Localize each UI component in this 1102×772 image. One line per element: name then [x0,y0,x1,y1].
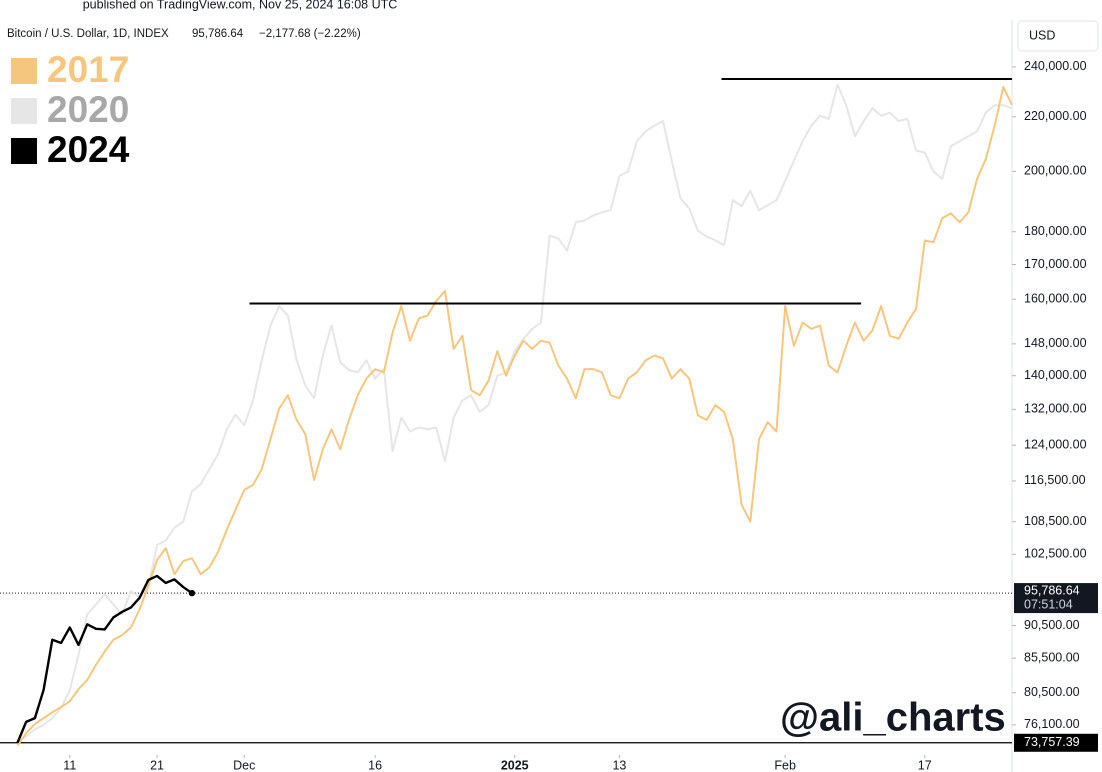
y-tick-label: 108,500.00 [1024,514,1087,528]
x-tick-label: 11 [63,758,76,772]
series-line [16,83,1013,744]
source-note: published on TradingView.com, Nov 25, 20… [83,0,398,11]
legend-label: 2020 [47,89,129,130]
y-tick-label: 124,000.00 [1024,438,1087,452]
y-tick-label: 170,000.00 [1024,257,1087,271]
x-tick-label: Dec [233,758,255,772]
legend-label: 2024 [47,129,130,170]
y-tick-label: 200,000.00 [1024,164,1087,178]
low-price-label: 73,757.39 [1024,735,1080,749]
y-tick-label: 80,500.00 [1024,685,1080,699]
plot-area [0,78,1013,747]
legend-swatch [11,138,37,164]
y-tick-label: 148,000.00 [1024,336,1087,350]
last-price-label: 95,786.64 [1024,583,1080,597]
currency-button[interactable] [1017,20,1099,52]
y-tick-label: 160,000.00 [1024,291,1087,305]
x-tick-label: 21 [150,758,164,772]
last-price-badge [1014,583,1098,614]
y-tick-label: 220,000.00 [1024,109,1087,123]
y-tick-label: 90,500.00 [1024,618,1080,632]
currency-label[interactable]: USD [1029,28,1055,42]
symbol-price: 95,786.64 [192,28,244,40]
y-tick-label: 116,500.00 [1024,473,1086,487]
symbol-change: −2,177.68 (−2.22%) [259,28,361,40]
series-line [16,85,1013,747]
x-tick-label: 13 [612,758,626,772]
watermark: @ali_charts [780,696,1006,740]
legend-swatch [11,98,37,124]
x-tick-label: Feb [774,758,796,772]
last-point [188,589,196,597]
y-tick-label: 240,000.00 [1024,59,1087,73]
y-tick-label: 102,500.00 [1024,547,1087,561]
legend-swatch [11,58,37,84]
y-tick-label: 76,100.00 [1024,717,1080,731]
y-tick-label: 140,000.00 [1024,368,1087,382]
x-tick-label: 2025 [501,758,529,772]
low-price-badge [1014,733,1098,752]
legend-label: 2017 [47,49,129,90]
y-tick-label: 132,000.00 [1024,402,1087,416]
symbol-title: Bitcoin / U.S. Dollar, 1D, INDEX [7,28,169,40]
series-line [16,574,193,744]
y-tick-label: 85,500.00 [1024,650,1080,664]
x-tick-label: 17 [918,758,932,772]
x-tick-label: 16 [368,758,382,772]
y-tick-label: 180,000.00 [1024,224,1087,238]
countdown-label: 07:51:04 [1024,597,1073,611]
